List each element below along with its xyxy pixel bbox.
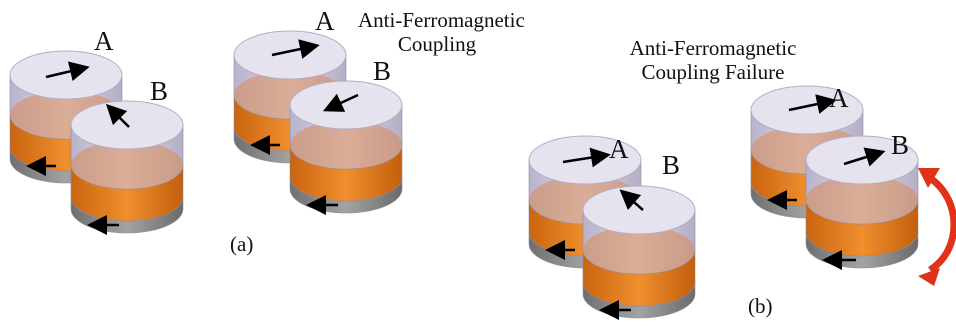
stack-b2-B-interface-ellipse: [806, 176, 918, 224]
cell-label-b-3: B: [662, 150, 681, 180]
rotation-arrowhead-top: [918, 168, 940, 188]
rotation-arc: [927, 175, 956, 273]
title-afm-coupling-failure: Anti-Ferromagnetic Coupling Failure: [598, 36, 828, 84]
cell-label-a-1: A: [94, 26, 114, 56]
stack-a1-B-free-arrow: [105, 103, 130, 128]
stack-a2-B-top-ellipse: [289, 80, 403, 130]
cell-label-b-1: B: [150, 76, 169, 106]
stack-a2-A-top-ellipse: [233, 30, 347, 80]
stack-b1-A-top-ellipse: [528, 135, 642, 185]
title-afm-coupling: Anti-Ferromagnetic Coupling: [358, 8, 525, 56]
rotation-arrowhead-bottom: [918, 268, 940, 286]
cell-label-a-2: A: [315, 6, 335, 36]
caption-b: (b): [748, 294, 773, 318]
title-afm-failure-line2: Coupling Failure: [641, 60, 785, 84]
stack-b2-B-free-arrow: [843, 147, 886, 167]
stack-a1-A-free-arrow: [45, 61, 90, 82]
stack-a2-A-free-arrow: [271, 39, 320, 59]
stack-a2-B-interface-ellipse: [290, 121, 402, 169]
cell-label-a-3: A: [609, 134, 629, 164]
title-afm-coupling-line1: Anti-Ferromagnetic: [358, 8, 525, 32]
title-afm-failure-line1: Anti-Ferromagnetic: [629, 36, 797, 60]
stack-a1-A-top-ellipse: [9, 50, 123, 100]
stack-b1-B-interface-ellipse: [583, 226, 695, 274]
stack-b2-A-free-arrow: [788, 94, 837, 114]
cell-label-a-4: A: [829, 83, 849, 113]
stack-b1-B-top-ellipse: [582, 185, 696, 235]
stack-b1-B-free-arrow: [619, 189, 644, 211]
caption-a: (a): [230, 232, 254, 256]
cell-label-b-2: B: [373, 56, 392, 86]
title-afm-coupling-line2: Coupling: [397, 32, 477, 56]
cell-label-b-4: B: [891, 130, 910, 160]
stack-b2-B-top-ellipse: [805, 135, 919, 185]
stack-a1-B-interface-ellipse: [71, 141, 183, 189]
stack-a2-B-free-arrow: [322, 93, 359, 112]
stack-b1-A-free-arrow: [562, 147, 611, 168]
